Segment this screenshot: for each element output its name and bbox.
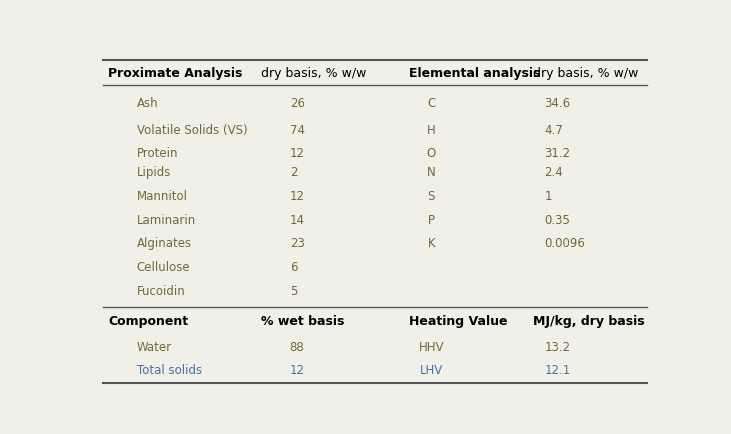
Text: N: N bbox=[427, 166, 436, 179]
Text: dry basis, % w/w: dry basis, % w/w bbox=[262, 67, 367, 80]
Text: O: O bbox=[427, 147, 436, 160]
Text: 26: 26 bbox=[289, 97, 305, 110]
Text: 5: 5 bbox=[289, 285, 297, 298]
Text: 2.4: 2.4 bbox=[545, 166, 564, 179]
Text: MJ/kg, dry basis: MJ/kg, dry basis bbox=[534, 315, 645, 328]
Text: 12: 12 bbox=[289, 147, 305, 160]
Text: Heating Value: Heating Value bbox=[409, 315, 507, 328]
Text: 2: 2 bbox=[289, 166, 298, 179]
Text: 31.2: 31.2 bbox=[545, 147, 571, 160]
Text: S: S bbox=[428, 190, 435, 203]
Text: 0.0096: 0.0096 bbox=[545, 237, 586, 250]
Text: 12: 12 bbox=[289, 364, 305, 377]
Text: P: P bbox=[428, 214, 435, 227]
Text: 88: 88 bbox=[289, 341, 304, 354]
Text: 23: 23 bbox=[289, 237, 305, 250]
Text: Elemental analysis: Elemental analysis bbox=[409, 67, 540, 80]
Text: Alginates: Alginates bbox=[137, 237, 192, 250]
Text: 34.6: 34.6 bbox=[545, 97, 571, 110]
Text: Protein: Protein bbox=[137, 147, 178, 160]
Text: Volatile Solids (VS): Volatile Solids (VS) bbox=[137, 124, 247, 137]
Text: C: C bbox=[427, 97, 436, 110]
Text: Proximate Analysis: Proximate Analysis bbox=[108, 67, 243, 80]
Text: 12.1: 12.1 bbox=[545, 364, 571, 377]
Text: 12: 12 bbox=[289, 190, 305, 203]
Text: K: K bbox=[428, 237, 435, 250]
Text: dry basis, % w/w: dry basis, % w/w bbox=[534, 67, 639, 80]
Text: HHV: HHV bbox=[419, 341, 444, 354]
Text: H: H bbox=[427, 124, 436, 137]
Text: 1: 1 bbox=[545, 190, 552, 203]
Text: Mannitol: Mannitol bbox=[137, 190, 188, 203]
Text: Total solids: Total solids bbox=[137, 364, 202, 377]
Text: Laminarin: Laminarin bbox=[137, 214, 196, 227]
Text: 4.7: 4.7 bbox=[545, 124, 564, 137]
Text: Component: Component bbox=[108, 315, 189, 328]
Text: Ash: Ash bbox=[137, 97, 159, 110]
Text: 14: 14 bbox=[289, 214, 305, 227]
Text: Fucoidin: Fucoidin bbox=[137, 285, 186, 298]
Text: 0.35: 0.35 bbox=[545, 214, 570, 227]
Text: 6: 6 bbox=[289, 261, 298, 274]
Text: 13.2: 13.2 bbox=[545, 341, 571, 354]
Text: % wet basis: % wet basis bbox=[262, 315, 345, 328]
Text: Cellulose: Cellulose bbox=[137, 261, 190, 274]
Text: LHV: LHV bbox=[420, 364, 443, 377]
Text: Water: Water bbox=[137, 341, 172, 354]
Text: 74: 74 bbox=[289, 124, 305, 137]
Text: Lipids: Lipids bbox=[137, 166, 171, 179]
